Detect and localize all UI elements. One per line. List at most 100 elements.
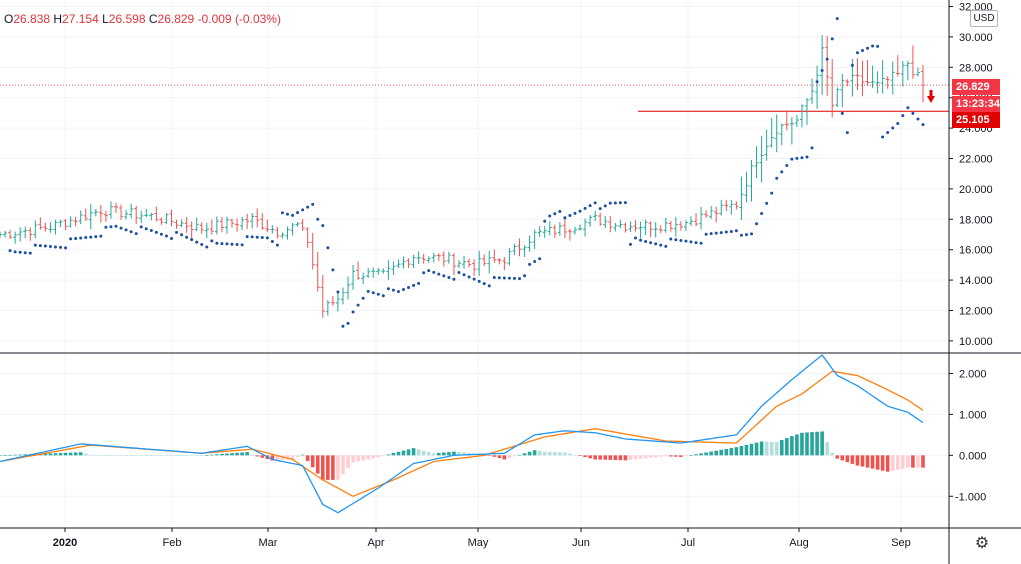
- candle[interactable]: [663, 217, 668, 233]
- candle[interactable]: [83, 208, 88, 221]
- candle[interactable]: [129, 203, 134, 219]
- candle[interactable]: [78, 210, 83, 225]
- candle[interactable]: [497, 258, 502, 265]
- candle[interactable]: [542, 225, 547, 238]
- candle[interactable]: [527, 235, 532, 252]
- candle[interactable]: [598, 212, 603, 226]
- candle[interactable]: [310, 232, 315, 270]
- candle[interactable]: [33, 220, 38, 239]
- candle[interactable]: [255, 208, 260, 228]
- candle[interactable]: [885, 76, 890, 89]
- candle[interactable]: [260, 213, 265, 230]
- candle[interactable]: [769, 117, 774, 148]
- candle[interactable]: [209, 219, 214, 235]
- candle[interactable]: [290, 222, 295, 236]
- candle[interactable]: [144, 208, 149, 218]
- candle[interactable]: [845, 79, 850, 87]
- macd-pane[interactable]: [0, 354, 925, 514]
- candle[interactable]: [623, 222, 628, 233]
- candle[interactable]: [502, 257, 507, 271]
- candle[interactable]: [588, 215, 593, 227]
- candle[interactable]: [870, 65, 875, 88]
- candle[interactable]: [749, 160, 754, 202]
- candle[interactable]: [517, 238, 522, 257]
- candle[interactable]: [835, 87, 840, 108]
- candle[interactable]: [285, 226, 290, 240]
- candle[interactable]: [658, 225, 663, 233]
- candle[interactable]: [224, 216, 229, 234]
- candle[interactable]: [583, 218, 588, 237]
- candle[interactable]: [108, 201, 113, 219]
- candle[interactable]: [330, 296, 335, 306]
- candle[interactable]: [204, 223, 209, 239]
- candle[interactable]: [774, 114, 779, 153]
- candle[interactable]: [63, 219, 68, 231]
- candle[interactable]: [724, 199, 729, 211]
- candle[interactable]: [875, 71, 880, 94]
- candle[interactable]: [436, 253, 441, 261]
- candle[interactable]: [532, 229, 537, 250]
- candle[interactable]: [356, 261, 361, 280]
- candle[interactable]: [98, 204, 103, 223]
- candle[interactable]: [668, 220, 673, 232]
- candle[interactable]: [93, 208, 98, 217]
- candle[interactable]: [0, 231, 2, 238]
- candle[interactable]: [431, 252, 436, 263]
- candle[interactable]: [53, 219, 58, 235]
- candle[interactable]: [3, 230, 8, 238]
- candle[interactable]: [910, 45, 915, 79]
- candle[interactable]: [572, 226, 577, 235]
- candle[interactable]: [567, 229, 572, 241]
- candle[interactable]: [295, 221, 300, 227]
- candle[interactable]: [351, 264, 356, 290]
- candle[interactable]: [235, 218, 240, 232]
- candle[interactable]: [794, 114, 799, 127]
- candle[interactable]: [683, 220, 688, 231]
- candle[interactable]: [552, 224, 557, 238]
- candle[interactable]: [376, 267, 381, 275]
- candle[interactable]: [346, 276, 351, 300]
- candle[interactable]: [759, 136, 764, 183]
- candle[interactable]: [154, 206, 159, 222]
- candle[interactable]: [124, 210, 129, 220]
- candle[interactable]: [678, 221, 683, 231]
- candle[interactable]: [265, 219, 270, 232]
- price-pane[interactable]: [0, 35, 949, 318]
- candle[interactable]: [562, 217, 567, 239]
- candle[interactable]: [593, 210, 598, 221]
- candle[interactable]: [391, 261, 396, 276]
- candle[interactable]: [905, 60, 910, 81]
- candle[interactable]: [638, 221, 643, 239]
- candle[interactable]: [381, 268, 386, 274]
- settings-gear-icon[interactable]: ⚙: [974, 535, 990, 552]
- candle[interactable]: [219, 217, 224, 233]
- candle[interactable]: [441, 251, 446, 267]
- candle[interactable]: [895, 55, 900, 77]
- candle[interactable]: [335, 291, 340, 312]
- candle[interactable]: [451, 253, 456, 276]
- candle[interactable]: [164, 213, 169, 225]
- candle[interactable]: [194, 217, 199, 232]
- candle[interactable]: [578, 224, 583, 231]
- candle[interactable]: [921, 64, 925, 103]
- candle[interactable]: [325, 300, 330, 316]
- candle[interactable]: [421, 253, 426, 264]
- candle[interactable]: [719, 200, 724, 216]
- candle[interactable]: [315, 251, 320, 292]
- candle[interactable]: [855, 58, 860, 91]
- candle[interactable]: [119, 204, 124, 220]
- candle[interactable]: [694, 212, 699, 227]
- candle[interactable]: [230, 218, 235, 228]
- candle[interactable]: [915, 67, 920, 77]
- candle[interactable]: [366, 268, 371, 278]
- candle[interactable]: [416, 251, 421, 264]
- candle[interactable]: [804, 98, 809, 125]
- candle[interactable]: [169, 209, 174, 227]
- candle[interactable]: [709, 205, 714, 219]
- candle[interactable]: [114, 202, 119, 213]
- candle[interactable]: [134, 205, 139, 225]
- candle[interactable]: [547, 221, 552, 236]
- candle[interactable]: [38, 217, 43, 230]
- candle[interactable]: [860, 60, 865, 97]
